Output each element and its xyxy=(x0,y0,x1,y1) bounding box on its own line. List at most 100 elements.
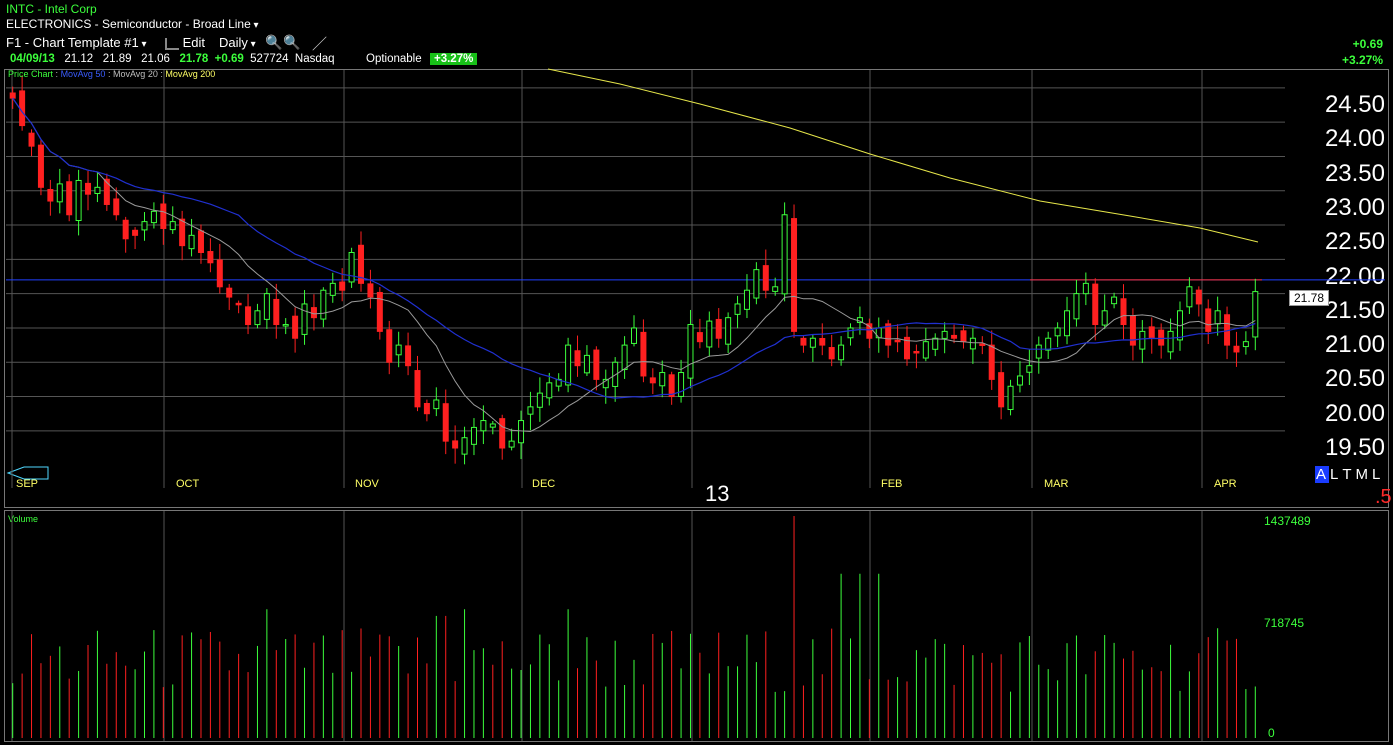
volume-panel[interactable] xyxy=(4,510,1389,742)
month-label: OCT xyxy=(176,478,200,490)
candle-body xyxy=(442,403,449,442)
candle-body xyxy=(188,234,195,250)
quote-line: 04/09/13 21.12 21.89 21.06 21.78 +0.69 5… xyxy=(10,53,335,65)
candle-body xyxy=(894,339,901,343)
candle-body xyxy=(988,344,995,380)
candle-body xyxy=(631,327,637,344)
candle-body xyxy=(1120,298,1127,326)
candle-body xyxy=(1129,315,1136,346)
optionable-label: Optionable xyxy=(366,53,422,65)
candle-body xyxy=(263,293,270,320)
draw-pencil-icon[interactable]: ／ xyxy=(312,36,328,53)
candle-body xyxy=(1139,330,1146,350)
candle-body xyxy=(922,341,929,359)
symbol-title[interactable]: INTC - Intel Corp xyxy=(6,2,97,16)
candle-body xyxy=(866,323,873,339)
last-price-tag: 21.78 xyxy=(1289,290,1330,306)
candle-body xyxy=(772,286,779,292)
template-dropdown[interactable]: F1 - Chart Template #1 xyxy=(6,35,147,50)
candle-body xyxy=(235,302,242,306)
candle-body xyxy=(969,337,976,350)
candle-body xyxy=(781,214,788,295)
candle-body xyxy=(574,350,581,367)
tab-all[interactable]: A xyxy=(1315,466,1330,483)
ma20-line xyxy=(12,97,1256,433)
candle-body xyxy=(480,420,487,432)
candle-body xyxy=(960,330,967,343)
candle-body xyxy=(358,244,365,284)
candle-body xyxy=(1082,282,1089,295)
candle-body xyxy=(998,372,1005,408)
price-panel[interactable] xyxy=(4,69,1389,508)
candle-body xyxy=(791,218,798,332)
candle-body xyxy=(367,283,374,298)
tab-l2[interactable]: L xyxy=(1372,466,1383,483)
candle-body xyxy=(640,331,647,377)
candle-body xyxy=(819,338,826,346)
volume-label: Volume xyxy=(8,514,39,524)
candle-body xyxy=(56,183,63,203)
candle-body xyxy=(85,182,92,195)
candle-body xyxy=(885,323,892,346)
candle-body xyxy=(593,349,600,380)
candle-body xyxy=(339,281,346,291)
candle-body xyxy=(1195,289,1202,305)
candle-body xyxy=(310,307,317,319)
candle-body xyxy=(508,440,515,448)
scroll-handle[interactable] xyxy=(6,465,66,485)
month-label: SEP xyxy=(16,478,39,490)
candle-body xyxy=(132,229,139,236)
indicator-value: .5 xyxy=(1375,486,1392,508)
edit-button[interactable]: Edit xyxy=(165,35,205,50)
candle-body xyxy=(150,210,157,224)
candle-body xyxy=(423,403,430,415)
candle-body xyxy=(414,370,421,408)
candle-body xyxy=(696,332,703,343)
candle-body xyxy=(245,306,252,326)
legend-price[interactable]: Price Chart xyxy=(8,69,54,79)
candle-body xyxy=(753,269,760,299)
zoom-out-icon[interactable]: 🔍 xyxy=(283,34,301,50)
candle-body xyxy=(329,282,336,296)
month-label: FEB xyxy=(881,478,903,490)
legend-ma200[interactable]: MovAvg 200 xyxy=(165,69,216,79)
candle-body xyxy=(179,218,186,247)
candle-body xyxy=(1045,337,1052,351)
volume-zero-label: 0 xyxy=(1268,726,1275,740)
candle-body xyxy=(461,437,468,455)
pct-badge: +3.27% xyxy=(430,53,478,65)
candle-body xyxy=(678,372,685,397)
ma200-line xyxy=(547,68,1259,243)
zoom-in-icon[interactable]: 🔍 xyxy=(265,34,283,50)
legend-ma20[interactable]: MovAvg 20 xyxy=(112,69,158,79)
tab-m[interactable]: M xyxy=(1355,466,1371,483)
candle-body xyxy=(301,303,308,335)
tab-l1[interactable]: L xyxy=(1330,466,1341,483)
candle-body xyxy=(1092,283,1099,326)
candle-body xyxy=(1111,296,1118,305)
candle-body xyxy=(113,198,120,216)
candle-body xyxy=(555,378,562,387)
month-label: APR xyxy=(1214,478,1237,490)
candle-body xyxy=(734,303,741,315)
change-abs: +0.69 xyxy=(1352,37,1383,51)
volume-mid-label: 718745 xyxy=(1264,616,1305,630)
candle-body xyxy=(376,291,383,332)
legend-ma50[interactable]: MovAvg 50 xyxy=(60,69,106,79)
tab-t[interactable]: T xyxy=(1342,466,1354,483)
candle-body xyxy=(979,343,986,346)
price-axis-label: 21.50 xyxy=(1324,296,1385,324)
candle-body xyxy=(809,337,816,348)
candle-body xyxy=(1252,291,1259,338)
sector-dropdown[interactable]: ELECTRONICS - Semiconductor - Broad Line xyxy=(6,17,259,31)
quote-low: 21.06 xyxy=(141,53,170,65)
candle-body xyxy=(254,310,261,326)
candle-body xyxy=(320,289,327,320)
period-dropdown[interactable]: Daily xyxy=(219,35,256,50)
candle-body xyxy=(762,265,769,291)
candle-body xyxy=(1007,385,1014,411)
candle-body xyxy=(941,330,948,339)
candle-body xyxy=(37,144,44,188)
